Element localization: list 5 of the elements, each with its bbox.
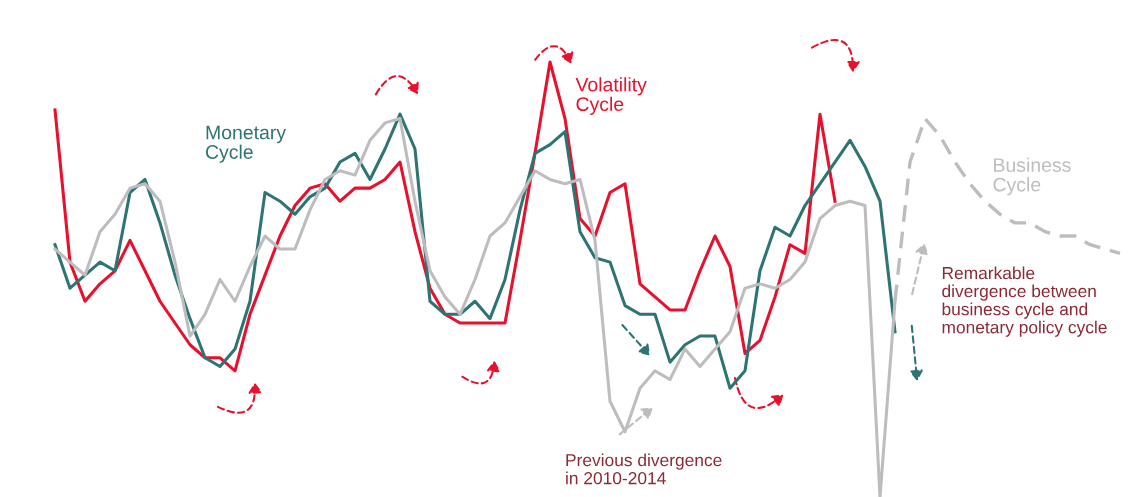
legend-label: Volatility Cycle xyxy=(575,77,647,115)
series-label: Business Cycle xyxy=(993,157,1071,196)
series-label: Monetary Cycle xyxy=(205,125,287,163)
annotation: Remarkable divergence between business cycle and monetary policy cycle xyxy=(942,266,1107,337)
annotation: Previous divergence in 2010-2014 xyxy=(566,453,722,485)
